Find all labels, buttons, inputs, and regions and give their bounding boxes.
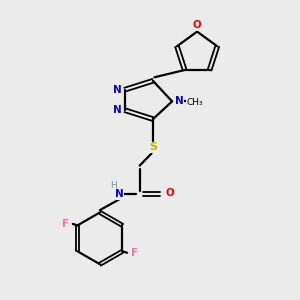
Text: O: O	[165, 188, 174, 198]
Text: H: H	[110, 182, 117, 190]
Text: CH₃: CH₃	[187, 98, 203, 107]
Text: F: F	[62, 219, 69, 229]
Text: N: N	[113, 85, 122, 94]
Text: S: S	[149, 142, 158, 152]
Text: N: N	[113, 105, 122, 115]
Text: N: N	[115, 189, 124, 199]
Text: F: F	[130, 248, 138, 258]
Text: O: O	[193, 20, 202, 30]
Text: N: N	[175, 96, 184, 106]
